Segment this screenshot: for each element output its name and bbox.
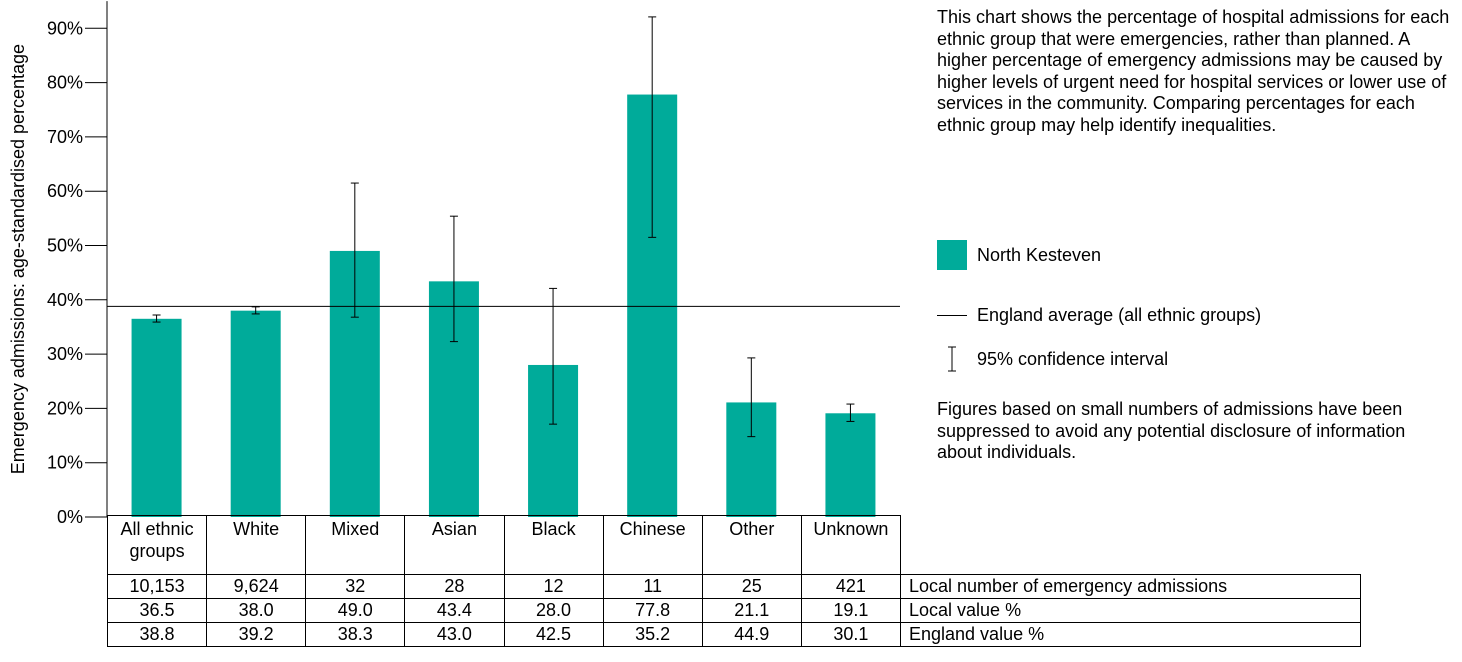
y-tick-label: 80% [47, 73, 83, 93]
table-row: 38.8 39.2 38.3 43.0 42.5 35.2 44.9 30.1 England … [106, 622, 1361, 647]
table-row: 10,153 9,624 32 28 12 11 25 421 Local number of … [106, 574, 1361, 599]
table-header-row: All ethnic groups White Mixed Asian Black Chin… [106, 515, 1361, 575]
table-cell: 42.5 [503, 622, 604, 647]
bar [230, 310, 281, 517]
table-header-blank [901, 516, 1361, 575]
table-cell: 25 [701, 574, 802, 599]
table-cell: 19.1 [800, 598, 902, 623]
suppression-note: Figures based on small numbers of admiss… [937, 399, 1406, 462]
table-row-label: Local number of emergency admissions [900, 574, 1361, 599]
table-cell: 11 [602, 574, 703, 599]
category-label: Chinese [602, 515, 703, 575]
bar [825, 413, 876, 517]
table-cell: 21.1 [701, 598, 802, 623]
y-tick-label: 60% [47, 181, 83, 201]
y-tick-label: 50% [47, 236, 83, 256]
table-cell: 38.0 [206, 598, 307, 623]
category-label: White [206, 515, 307, 575]
y-axis-label: Emergency admissions: age-standardised p… [8, 44, 28, 474]
category-label: Unknown [800, 515, 902, 575]
legend-label-ci: 95% confidence interval [977, 348, 1169, 369]
chart-description: This chart shows the percentage of hospi… [937, 7, 1450, 135]
confidence-interval-icon [937, 346, 967, 372]
y-tick-label: 0% [57, 507, 83, 527]
table-cell: 77.8 [602, 598, 703, 623]
table-cell: 38.3 [305, 622, 406, 647]
table-row-label: England value % [900, 622, 1361, 647]
table-cell: 32 [305, 574, 406, 599]
y-tick-label: 90% [47, 18, 83, 38]
table-cell: 49.0 [305, 598, 406, 623]
y-tick-label: 70% [47, 127, 83, 147]
table-cell: 30.1 [800, 622, 902, 647]
table-cell: 38.8 [106, 622, 208, 647]
legend-swatch [937, 240, 967, 270]
category-label: Other [701, 515, 802, 575]
table-cell: 28.0 [503, 598, 604, 623]
table-cell: 43.4 [404, 598, 505, 623]
table-cell: 9,624 [206, 574, 307, 599]
table-cell: 10,153 [106, 574, 208, 599]
table-cell: 35.2 [602, 622, 703, 647]
category-label: Asian [404, 515, 505, 575]
bar [131, 318, 182, 517]
table-cell: 421 [800, 574, 902, 599]
table-cell: 28 [404, 574, 505, 599]
category-label: Black [503, 515, 604, 575]
data-table: All ethnic groups White Mixed Asian Black Chin… [106, 515, 1361, 647]
table-cell: 36.5 [106, 598, 208, 623]
legend-label-area: North Kesteven [977, 244, 1102, 265]
legend-item-ci: 95% confidence interval [937, 346, 1168, 372]
category-label: Mixed [305, 515, 406, 575]
legend-line-icon [937, 315, 967, 316]
y-tick-label: 40% [47, 290, 83, 310]
bar-chart: 0% 10% 20% 30% 40% 50% 60% 70% 80% 90% Emergency a… [8, 1, 900, 527]
y-tick-label: 10% [47, 453, 83, 473]
y-tick-label: 20% [47, 398, 83, 418]
legend-item-area: North Kesteven [937, 240, 1101, 270]
category-label: All ethnic groups [106, 515, 208, 575]
table-cell: 43.0 [404, 622, 505, 647]
table-cell: 39.2 [206, 622, 307, 647]
legend-item-england: England average (all ethnic groups) [937, 305, 1261, 326]
table-cell: 44.9 [701, 622, 802, 647]
table-row-label: Local value % [900, 598, 1361, 623]
y-tick-label: 30% [47, 344, 83, 364]
table-row: 36.5 38.0 49.0 43.4 28.0 77.8 21.1 19.1 Local va… [106, 598, 1361, 623]
table-cell: 12 [503, 574, 604, 599]
legend-label-england: England average (all ethnic groups) [977, 305, 1262, 325]
